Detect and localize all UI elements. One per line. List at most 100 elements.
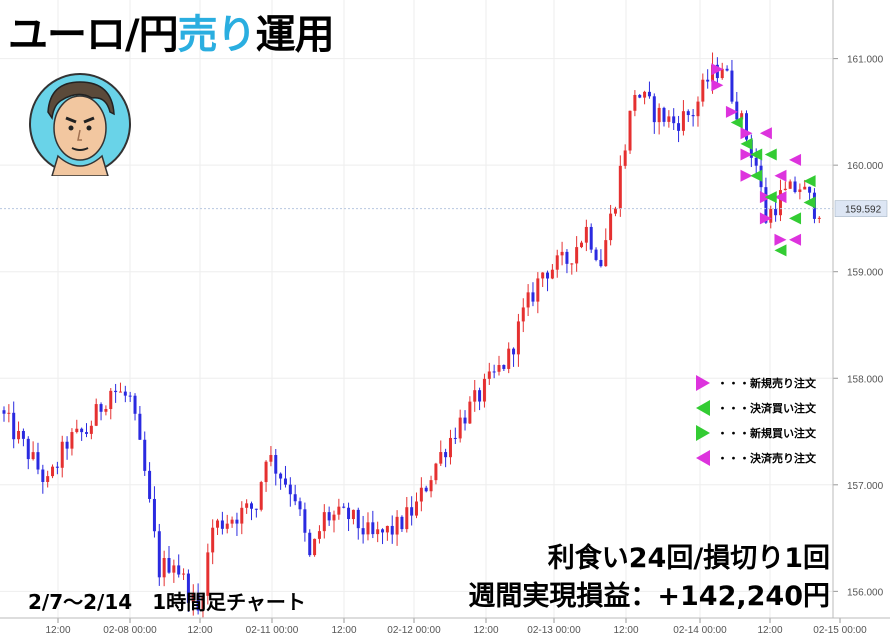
candle-body (240, 507, 244, 524)
candle-body (41, 469, 45, 482)
candle-body (225, 523, 229, 529)
trade-marker-close-sell (789, 153, 802, 166)
candle-body (808, 186, 812, 193)
legend-item-close-buy: ・・・決済買い注文 (695, 395, 845, 420)
candle-body (186, 573, 190, 603)
candle-body (157, 531, 161, 578)
candle-body (550, 269, 554, 279)
y-tick-label: 159.000 (847, 268, 884, 279)
candle-body (628, 110, 632, 151)
candle-body (424, 487, 428, 492)
candle-body (415, 501, 418, 516)
candle-body (148, 470, 152, 499)
candle-body (220, 520, 224, 529)
candle-body (366, 522, 370, 535)
y-tick-label: 157.000 (847, 481, 884, 492)
x-tick-label: 12:00 (473, 625, 498, 636)
candle-body (31, 452, 35, 460)
trade-marker-close-sell (774, 169, 787, 182)
candle-body (123, 391, 127, 396)
trade-marker-close-sell (774, 191, 787, 204)
legend-item-new-sell: ・・・新規売り注文 (695, 370, 845, 395)
candle-body (94, 404, 98, 426)
x-tick-label: 02-15 00:00 (813, 625, 867, 636)
candle-body (453, 437, 457, 439)
trade-marker-new-sell (740, 148, 753, 161)
candle-body (497, 365, 501, 372)
candle-body (444, 452, 448, 458)
avatar (29, 73, 131, 176)
candle-body (308, 532, 312, 556)
trade-marker-close-buy (750, 148, 763, 161)
y-tick-label: 158.000 (847, 374, 884, 385)
trade-marker-new-sell (711, 79, 724, 92)
candle-body (191, 594, 195, 603)
candle-body (259, 482, 263, 510)
candle-body (512, 348, 516, 355)
candle-body (686, 111, 690, 116)
candle-body (51, 466, 55, 477)
candle-body (17, 430, 21, 440)
candle-body (390, 525, 394, 535)
candle-body (652, 96, 656, 123)
candle-body (667, 116, 671, 122)
candle-body (104, 409, 108, 412)
candle-body (458, 417, 462, 439)
candle-body (468, 401, 472, 424)
candle-body (36, 452, 40, 470)
candle-body (521, 307, 525, 322)
legend-label: ・・・決済売り注文 (717, 451, 816, 465)
candle-body (429, 480, 433, 492)
candle-body (570, 263, 574, 265)
candle-body (206, 552, 210, 596)
x-tick-label: 12:00 (45, 625, 70, 636)
candle-body (264, 461, 268, 483)
candle-body (55, 466, 59, 468)
trade-marker-close-buy (803, 196, 816, 209)
candle-body (322, 512, 326, 532)
x-tick-label: 02-14 00:00 (673, 625, 727, 636)
candle-body (745, 113, 748, 140)
candle-body (502, 365, 506, 369)
candle-body (245, 503, 249, 508)
candle-body (419, 487, 423, 502)
candle-body (657, 107, 661, 123)
triangle-right-icon (696, 424, 710, 441)
candle-body (516, 321, 520, 355)
candle-body (177, 565, 181, 575)
legend-label: ・・・新規売り注文 (717, 376, 816, 390)
trade-count-summary: 利食い24回/損切り1回 (547, 543, 830, 574)
candle-body (798, 189, 802, 193)
trade-marker-new-sell (774, 233, 787, 246)
candle-body (599, 259, 603, 267)
candle-body (448, 437, 452, 458)
candle-body (201, 595, 205, 611)
candle-body (7, 412, 11, 414)
candle-body (565, 251, 569, 264)
candle-body (604, 240, 608, 267)
candle-body (347, 507, 351, 520)
candle-body (691, 115, 695, 117)
candle-body (410, 507, 414, 516)
candle-body (536, 278, 540, 302)
candle-body (405, 507, 409, 530)
candle-body (720, 68, 724, 79)
candle-body (327, 512, 331, 521)
candle-body (487, 371, 491, 379)
triangle-right-icon (696, 374, 710, 391)
x-tick-label: 12:00 (331, 625, 356, 636)
candle-body (342, 506, 346, 508)
candle-body (706, 79, 710, 82)
candle-body (696, 101, 700, 117)
candle-body (395, 516, 399, 535)
candle-body (162, 558, 166, 578)
trade-marker-close-buy (789, 212, 802, 225)
candle-body (293, 494, 297, 502)
candle-body (114, 390, 118, 393)
candle-body (575, 247, 579, 264)
x-tick-label: 02-13 00:00 (527, 625, 581, 636)
candle-body (672, 116, 676, 124)
x-tick-label: 02-11 00:00 (246, 625, 299, 636)
trade-marker-new-sell (759, 212, 772, 225)
candle-body (196, 594, 200, 611)
